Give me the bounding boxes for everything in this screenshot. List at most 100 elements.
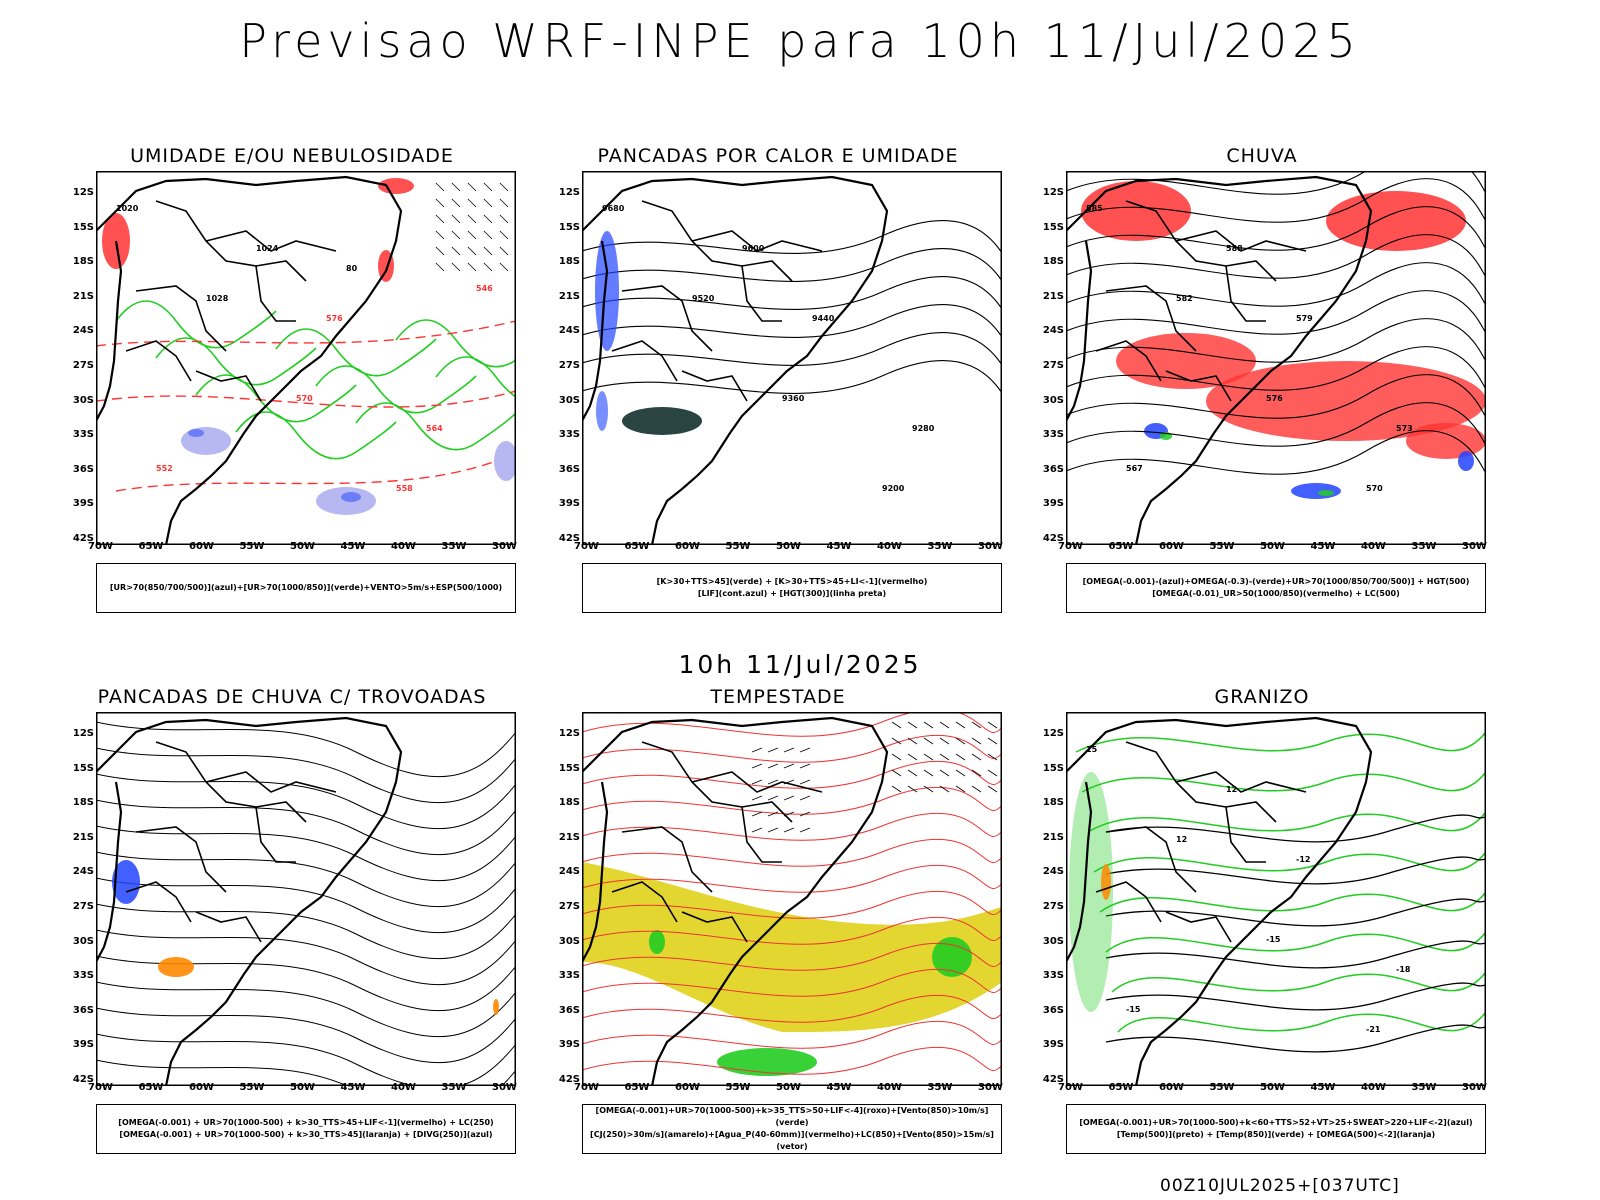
height-contour	[582, 220, 1002, 254]
wind-vector	[939, 785, 950, 793]
red-streamline	[582, 1047, 1002, 1075]
green-contour	[435, 356, 516, 398]
wind-vector	[987, 785, 998, 793]
height-contour	[582, 332, 1002, 366]
wind-vector	[939, 753, 950, 761]
jet-stream-area	[582, 862, 1002, 1032]
legend-line: [OMEGA(-0.001)+UR>70(1000-500)+k>35_TTS>…	[595, 1106, 989, 1127]
latitude-tick-label: 24S	[558, 325, 580, 337]
wind-vector	[783, 827, 795, 833]
state-border	[195, 370, 262, 402]
latitude-tick-label: 24S	[1042, 325, 1064, 337]
latitude-tick-label: 15S	[72, 221, 94, 233]
map-area: 585 588 582 579 576 573 570 567	[1066, 171, 1486, 545]
longitude-tick-label: 60W	[189, 541, 214, 552]
longitude-tick-label: 30W	[492, 541, 517, 552]
streamline	[96, 1059, 516, 1086]
state-border	[1165, 911, 1232, 943]
state-border	[1175, 771, 1307, 793]
state-border	[255, 806, 296, 863]
latitude-tick-label: 24S	[558, 866, 580, 878]
green-dense-contour	[1069, 772, 1113, 1012]
legend-line: [OMEGA(-0.01)_UR>50(1000/850)(vermelho) …	[1152, 589, 1400, 598]
legend-line: [OMEGA(-0.001)+UR>70(1000-500)+k<60+TTS>…	[1079, 1118, 1473, 1127]
latitude-tick-label: 15S	[558, 221, 580, 233]
state-border	[1105, 285, 1197, 352]
longitude-tick-label: 35W	[927, 1082, 953, 1093]
height-contour	[582, 248, 1002, 282]
contour-label: 573	[1396, 424, 1413, 433]
wind-vector	[767, 779, 779, 785]
map-frame	[582, 712, 1002, 1086]
humidity-area	[181, 427, 231, 455]
wind-vector	[923, 737, 934, 745]
state-border	[611, 340, 678, 382]
red-contour-patch	[378, 178, 414, 194]
contour-label: 567	[1126, 464, 1143, 473]
coastline	[96, 716, 403, 1086]
thunder-area	[493, 999, 499, 1015]
longitude-tick-label: 30W	[1462, 1082, 1487, 1093]
red-streamline	[582, 865, 1002, 893]
wind-vector	[891, 753, 902, 761]
longitude-tick-label: 40W	[391, 541, 416, 552]
longitude-tick-label: 65W	[1108, 1082, 1134, 1093]
latitude-tick-label: 27S	[1042, 360, 1064, 371]
longitude-tick-label: 35W	[1411, 1082, 1437, 1093]
wind-vector	[751, 763, 763, 769]
latitude-tick-label: 27S	[1042, 901, 1064, 912]
latitude-tick-label: 24S	[72, 325, 94, 337]
contour-label: 1020	[116, 204, 139, 213]
map-panel: TEMPESTADE 12S 15S 18S 21S 24S 27S 30S 33S 36S 39S…	[548, 686, 1008, 1166]
coastline	[1066, 781, 1093, 963]
longitude-tick-label: 50W	[290, 1082, 315, 1093]
map-canvas: 585 588 582 579 576 573 570 567	[1066, 171, 1486, 545]
longitude-tick-label: 50W	[1260, 541, 1285, 552]
latitude-tick-label: 24S	[72, 866, 94, 878]
red-thickness-line	[96, 390, 516, 408]
contour-label: -15	[1266, 935, 1281, 944]
temperature-500-contour	[1105, 940, 1486, 969]
map-canvas	[96, 712, 516, 1086]
latitude-tick-label: 27S	[558, 901, 580, 912]
wind-vector	[955, 721, 966, 729]
legend-line: [OMEGA(-0.001) + UR>70(1000-500) + k>30_…	[118, 1118, 494, 1127]
legend-line: [K>30+TTS>45](verde) + [K>30+TTS>45+LI<-…	[656, 577, 928, 586]
wind-vector	[783, 747, 795, 753]
red-streamline	[582, 943, 1002, 971]
temperature-850-contour	[1111, 971, 1486, 993]
red-streamline	[582, 1021, 1002, 1049]
legend-line: [LIF](cont.azul) + [HGT(300)](linha pret…	[697, 589, 887, 598]
divergence-area	[112, 860, 140, 904]
longitude-tick-label: 45W	[1310, 1082, 1336, 1093]
streamline	[96, 799, 516, 856]
wind-vector	[483, 214, 493, 224]
rain-area	[1406, 423, 1486, 459]
latitude-tick-label: 33S	[1042, 970, 1064, 982]
wind-vector	[767, 827, 779, 833]
longitude-tick-label: 30W	[492, 1082, 517, 1093]
longitude-tick-label: 50W	[1260, 1082, 1285, 1093]
state-border	[681, 370, 748, 402]
latitude-tick-label: 33S	[558, 429, 580, 441]
wind-vector	[483, 230, 493, 240]
humidity-area	[494, 441, 516, 481]
wind-vector	[939, 769, 950, 777]
wind-vector	[499, 246, 509, 256]
rain-omega-area	[1291, 483, 1341, 499]
longitude-tick-label: 55W	[1209, 541, 1235, 552]
streamline	[96, 825, 516, 882]
longitude-tick-label: 60W	[1159, 1082, 1184, 1093]
temperature-850-contour	[1117, 1011, 1486, 1033]
state-border	[125, 881, 192, 923]
wind-vector	[783, 795, 795, 801]
latitude-tick-label: 33S	[72, 970, 94, 982]
contour-label: 9360	[782, 394, 805, 403]
red-streamline	[582, 839, 1002, 867]
state-border	[611, 881, 678, 923]
map-frame	[1066, 712, 1486, 1086]
latitude-tick-label: 15S	[72, 762, 94, 774]
state-border	[195, 911, 262, 943]
latitude-tick-label: 24S	[1042, 866, 1064, 878]
latitude-tick-label: 12S	[72, 187, 94, 198]
